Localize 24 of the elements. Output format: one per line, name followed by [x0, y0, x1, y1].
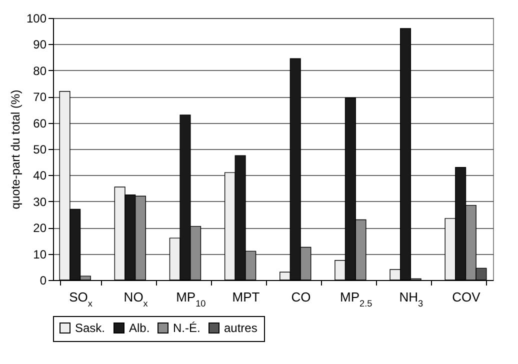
legend-label: autres	[224, 321, 258, 335]
y-tick-label: 30	[33, 194, 47, 209]
x-tick-label: MPT	[232, 290, 260, 304]
x-tick-label: MP$_{10}$	[176, 290, 206, 308]
y-tick-label: 70	[33, 90, 47, 104]
legend-label: Alb.	[129, 321, 150, 335]
x-tick-label: NO$_{x}$	[124, 290, 148, 308]
y-tick-label: 20	[33, 221, 47, 236]
x-tick-label: CO	[291, 290, 311, 304]
y-tick-label: 90	[33, 38, 47, 52]
y-tick-label: 10	[33, 247, 47, 262]
y-tick-label: 80	[33, 64, 47, 78]
y-tick-label: 100	[26, 12, 47, 26]
y-tick-label: 40	[33, 168, 47, 183]
x-tick-label: COV	[452, 290, 481, 304]
x-tick-label: MP$_{2.5}$	[340, 290, 372, 308]
legend-label: N.-É.	[173, 321, 200, 335]
x-tick-label: NH$_{3}$	[399, 290, 424, 308]
y-tick-label: 50	[33, 142, 47, 156]
x-tick-label: SO$_{x}$	[69, 290, 93, 308]
y-axis-title: quote-part du total (%)	[8, 90, 22, 210]
y-tick-label: 0	[40, 274, 47, 288]
y-tick-label: 60	[33, 116, 47, 130]
legend-label: Sask.	[75, 321, 106, 335]
